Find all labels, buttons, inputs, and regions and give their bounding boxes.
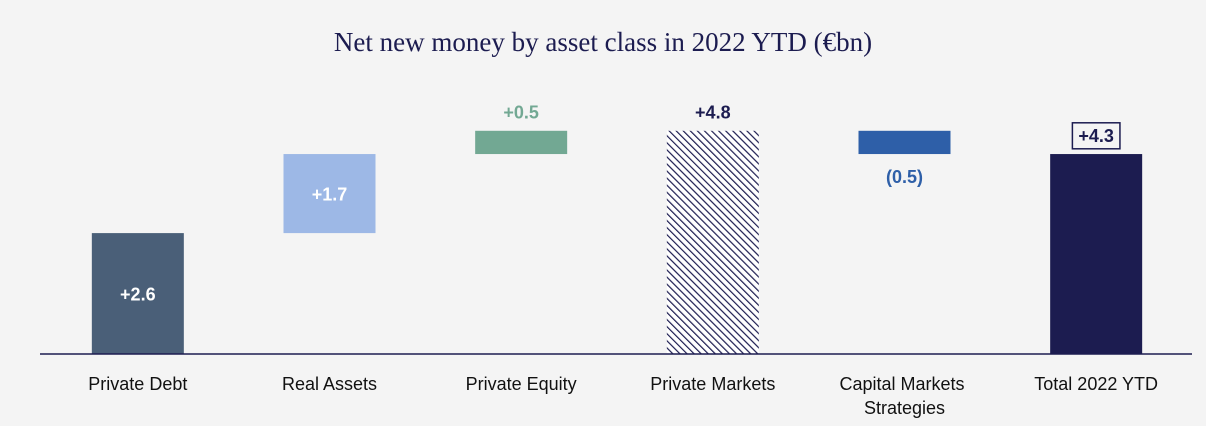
value-label: +1.7: [312, 184, 348, 204]
value-label: +4.8: [695, 103, 731, 123]
bar: [1050, 154, 1143, 354]
bar: [858, 130, 951, 155]
bar: [283, 154, 376, 234]
bar: [666, 130, 759, 354]
x-tick-label: Private Markets: [650, 374, 775, 394]
x-tick-label: Private Debt: [88, 374, 187, 394]
value-label-box: [1071, 122, 1121, 150]
bar: [475, 130, 568, 155]
value-label: +4.3: [1078, 126, 1114, 146]
x-tick-label: Private Equity: [466, 374, 577, 394]
value-label: (0.5): [886, 167, 923, 187]
bar: [91, 233, 184, 354]
value-label: +0.5: [503, 103, 539, 123]
x-tick-label: Capital Markets Strategies: [839, 374, 969, 418]
value-label: +2.6: [120, 284, 156, 304]
x-tick-label: Total 2022 YTD: [1034, 374, 1158, 394]
x-tick-label: Real Assets: [282, 374, 377, 394]
chart-title: Net new money by asset class in 2022 YTD…: [334, 27, 872, 57]
